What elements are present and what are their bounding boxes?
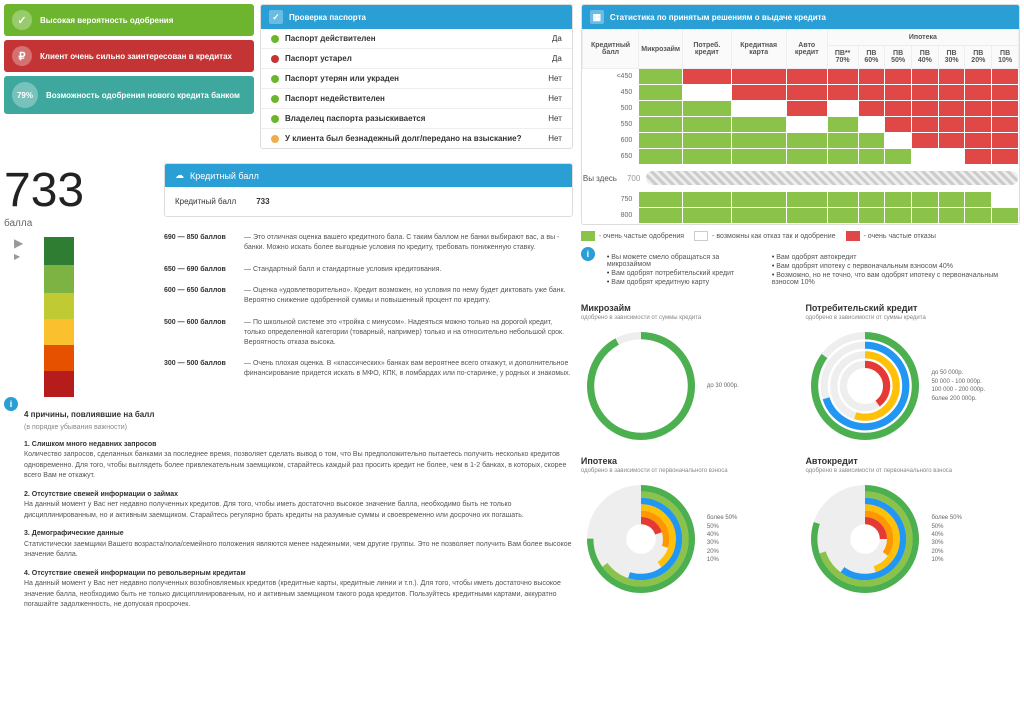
credit-score-panel: ☁Кредитный балл Кредитный балл 733 xyxy=(164,163,573,217)
donut-card: Ипотекаодобрено в зависимости от первона… xyxy=(581,456,796,599)
cloud-icon: ☁ xyxy=(175,170,184,181)
passport-header: ✓ Проверка паспорта xyxy=(261,5,572,29)
pct-icon: 79% xyxy=(12,82,38,108)
legend-swatch xyxy=(581,231,595,241)
badges-row: ✓Высокая вероятность одобрения ₽Клиент оч… xyxy=(4,4,573,155)
status-dot-icon xyxy=(271,75,279,83)
table-row: 750 xyxy=(582,192,1018,208)
you-here-row: Вы здесь700 xyxy=(582,165,1018,192)
stats-table: Кредитный баллМикрозаймПотреб. кредитКре… xyxy=(582,29,1019,224)
score-scale: ▶▶ xyxy=(44,237,154,397)
reason-item: 2. Отсутствие свежей информации о займах… xyxy=(24,490,573,522)
passport-row: Паспорт действителенДа xyxy=(261,29,572,48)
status-badge: ✓Высокая вероятность одобрения xyxy=(4,4,254,36)
donut-chart xyxy=(805,479,925,599)
range-row: 690 — 850 баллов— Это отличная оценка ва… xyxy=(164,233,573,253)
arrow-icon: ▶▶ xyxy=(14,237,23,261)
table-row: 600 xyxy=(582,133,1018,149)
score-section: 733 балла ▶▶ ☁Кредитный балл Кредитный б… xyxy=(4,163,573,397)
passport-title: Проверка паспорта xyxy=(289,13,366,22)
grid-icon: ▦ xyxy=(590,10,604,24)
score-value: 733 xyxy=(4,163,154,218)
donut-chart xyxy=(581,326,701,446)
status-dot-icon xyxy=(271,95,279,103)
passport-row: Паспорт устарелДа xyxy=(261,48,572,68)
passport-row: Паспорт недействителенНет xyxy=(261,88,572,108)
range-row: 300 — 500 баллов— Очень плохая оценка. В… xyxy=(164,359,573,379)
table-row: 450 xyxy=(582,85,1018,101)
badge-icon: ✓ xyxy=(12,10,32,30)
status-dot-icon xyxy=(271,135,279,143)
table-row: <450 xyxy=(582,69,1018,85)
info-icon: i xyxy=(4,397,18,411)
table-row: 550 xyxy=(582,117,1018,133)
passport-row: Владелец паспорта разыскиваетсяНет xyxy=(261,108,572,128)
reasons-block: 4 причины, повлиявшие на балл (в порядке… xyxy=(24,409,573,619)
range-row: 600 — 650 баллов— Оценка «удовлетворител… xyxy=(164,286,573,306)
legend-swatch xyxy=(694,231,708,241)
table-row: 500 xyxy=(582,101,1018,117)
status-dot-icon xyxy=(271,55,279,63)
passport-panel: ✓ Проверка паспорта Паспорт действителен… xyxy=(260,4,573,149)
donut-card: Автокредитодобрено в зависимости от перв… xyxy=(805,456,1020,599)
status-dot-icon xyxy=(271,35,279,43)
reason-item: 3. Демографические данныеСтатистически з… xyxy=(24,529,573,561)
donut-card: Потребительский кредитодобрено в зависим… xyxy=(805,303,1020,446)
range-row: 500 — 600 баллов— По школьной системе эт… xyxy=(164,318,573,347)
badge-icon: ₽ xyxy=(12,46,32,66)
score-label: балла xyxy=(4,218,154,229)
table-row: 800 xyxy=(582,208,1018,224)
table-row: 650 xyxy=(582,149,1018,165)
bullets: Вы можете смело обращаться за микрозаймо… xyxy=(607,253,1020,287)
legend: - очень частые одобрения- возможны как о… xyxy=(581,231,1020,241)
legend-swatch xyxy=(846,231,860,241)
donuts-grid: Микрозаймодобрено в зависимости от суммы… xyxy=(581,303,1020,599)
range-row: 650 — 690 баллов— Стандартный балл и ста… xyxy=(164,265,573,275)
status-badge: ₽Клиент очень сильно заинтересован в кре… xyxy=(4,40,254,72)
passport-row: У клиента был безнадежный долг/передано … xyxy=(261,128,572,148)
status-dot-icon xyxy=(271,115,279,123)
info-icon: i xyxy=(581,247,595,261)
check-icon: ✓ xyxy=(269,10,283,24)
donut-chart xyxy=(805,326,925,446)
donut-card: Микрозаймодобрено в зависимости от суммы… xyxy=(581,303,796,446)
donut-chart xyxy=(581,479,701,599)
reason-item: 4. Отсутствие свежей информации по револ… xyxy=(24,569,573,611)
status-badge: 79%Возможность одобрения нового кредита … xyxy=(4,76,254,114)
left-column: ✓Высокая вероятность одобрения ₽Клиент оч… xyxy=(4,4,573,619)
stats-panel: ▦Статистика по принятым решениям о выдач… xyxy=(581,4,1020,225)
reason-item: 1. Слишком много недавних запросовКоличе… xyxy=(24,440,573,482)
right-column: ▦Статистика по принятым решениям о выдач… xyxy=(581,4,1020,619)
passport-row: Паспорт утерян или украденНет xyxy=(261,68,572,88)
